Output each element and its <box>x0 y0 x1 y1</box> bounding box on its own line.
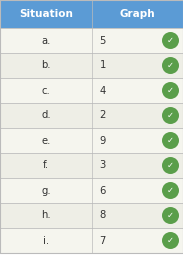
Circle shape <box>162 82 179 99</box>
Bar <box>0 0 183 28</box>
Circle shape <box>162 32 179 49</box>
Text: 5: 5 <box>99 35 106 45</box>
Text: ✓: ✓ <box>167 111 174 120</box>
Bar <box>0 203 183 228</box>
Text: 6: 6 <box>99 186 106 196</box>
Circle shape <box>162 57 179 74</box>
Bar <box>0 53 183 78</box>
Circle shape <box>162 107 179 124</box>
Text: ✓: ✓ <box>167 235 174 244</box>
Bar <box>0 103 183 128</box>
Text: 2: 2 <box>99 111 106 121</box>
Text: ✓: ✓ <box>167 135 174 144</box>
Text: ✓: ✓ <box>167 210 174 219</box>
Bar <box>0 153 183 178</box>
Text: b.: b. <box>42 60 51 70</box>
Circle shape <box>162 207 179 224</box>
Text: Situation: Situation <box>19 9 73 19</box>
Bar <box>0 178 183 203</box>
Text: ✓: ✓ <box>167 86 174 95</box>
Text: ✓: ✓ <box>167 161 174 170</box>
Circle shape <box>162 232 179 249</box>
Text: c.: c. <box>42 86 51 96</box>
Text: f.: f. <box>43 161 49 170</box>
Text: Graph: Graph <box>120 9 156 19</box>
Text: e.: e. <box>42 135 51 145</box>
Text: a.: a. <box>42 35 51 45</box>
Text: 4: 4 <box>99 86 106 96</box>
Text: 7: 7 <box>99 235 106 245</box>
Text: i.: i. <box>43 235 49 245</box>
Text: 1: 1 <box>99 60 106 70</box>
Text: d.: d. <box>41 111 51 121</box>
Bar <box>0 78 183 103</box>
Text: 9: 9 <box>99 135 106 145</box>
Text: h.: h. <box>41 210 51 221</box>
Text: 3: 3 <box>99 161 106 170</box>
Bar <box>0 128 183 153</box>
Circle shape <box>162 182 179 199</box>
Bar <box>0 28 183 53</box>
Bar <box>0 228 183 253</box>
Text: ✓: ✓ <box>167 60 174 69</box>
Text: ✓: ✓ <box>167 186 174 195</box>
Text: g.: g. <box>41 186 51 196</box>
Circle shape <box>162 132 179 149</box>
Text: ✓: ✓ <box>167 35 174 44</box>
Circle shape <box>162 157 179 174</box>
Text: 8: 8 <box>99 210 106 221</box>
